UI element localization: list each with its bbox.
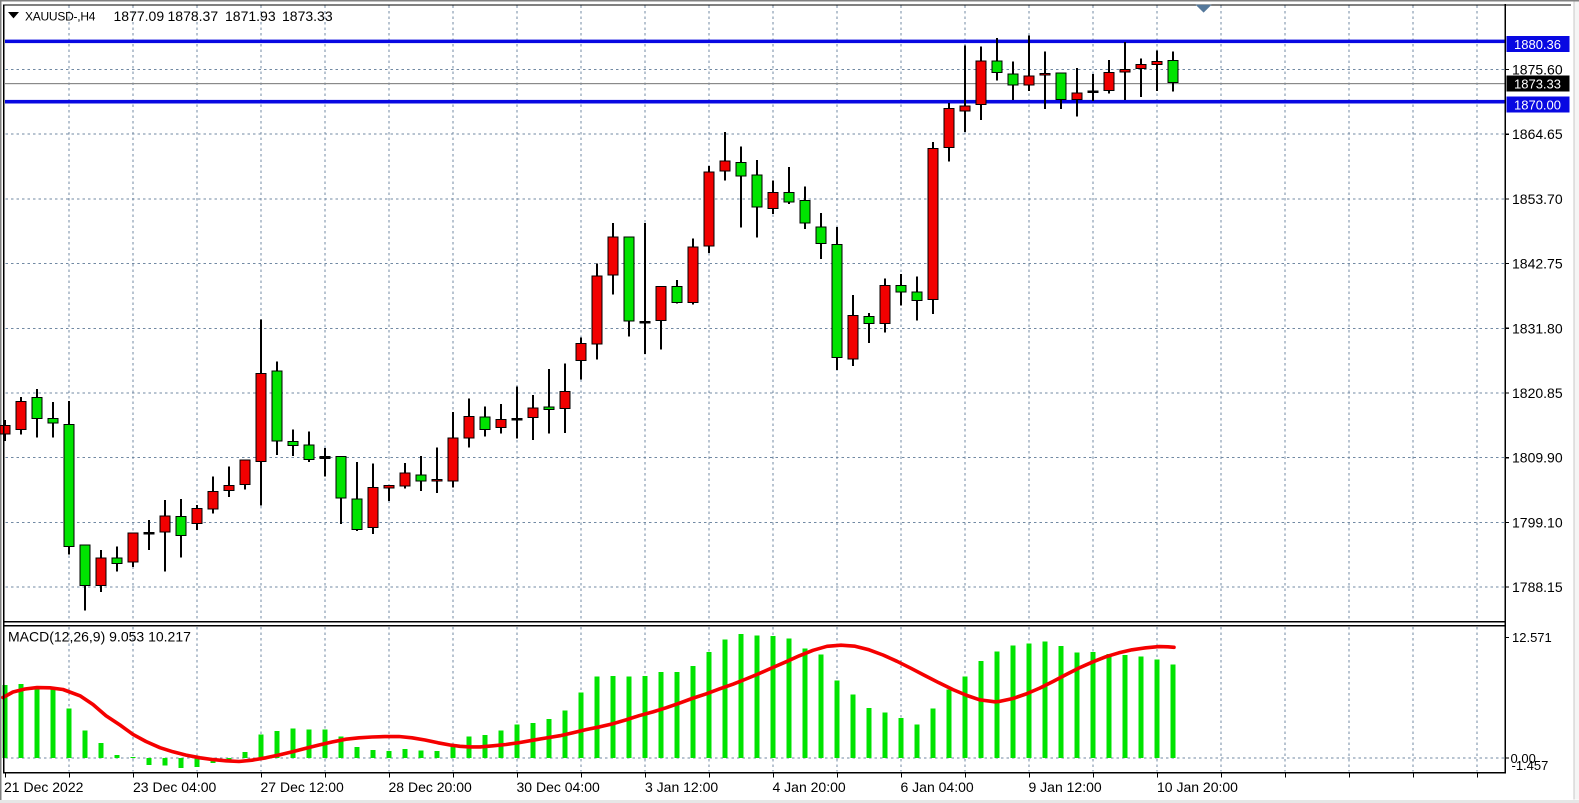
svg-text:27 Dec 12:00: 27 Dec 12:00	[261, 779, 344, 795]
svg-text:1871.93: 1871.93	[225, 8, 276, 24]
svg-text:MACD(12,26,9) 9.053 10.217: MACD(12,26,9) 9.053 10.217	[8, 629, 191, 645]
svg-text:1877.09: 1877.09	[114, 8, 165, 24]
svg-text:1870.00: 1870.00	[1514, 97, 1561, 112]
svg-text:-1.457: -1.457	[1512, 758, 1549, 773]
svg-text:1853.70: 1853.70	[1512, 191, 1563, 207]
svg-text:23 Dec 04:00: 23 Dec 04:00	[133, 779, 216, 795]
svg-text:1873.33: 1873.33	[282, 8, 333, 24]
svg-text:1873.33: 1873.33	[1514, 76, 1561, 91]
svg-text:1799.10: 1799.10	[1512, 514, 1563, 530]
svg-text:4 Jan 20:00: 4 Jan 20:00	[773, 779, 846, 795]
svg-text:1878.37: 1878.37	[168, 8, 219, 24]
svg-text:1788.15: 1788.15	[1512, 579, 1563, 595]
svg-text:0.00: 0.00	[1511, 751, 1536, 766]
svg-text:1809.90: 1809.90	[1512, 450, 1563, 466]
svg-text:28 Dec 20:00: 28 Dec 20:00	[389, 779, 472, 795]
svg-text:1820.85: 1820.85	[1512, 385, 1563, 401]
svg-text:1831.80: 1831.80	[1512, 320, 1563, 336]
svg-text:XAUUSD-,H4: XAUUSD-,H4	[25, 10, 96, 24]
svg-text:9 Jan 12:00: 9 Jan 12:00	[1029, 779, 1102, 795]
svg-text:3 Jan 12:00: 3 Jan 12:00	[645, 779, 718, 795]
svg-text:1880.36: 1880.36	[1514, 37, 1561, 52]
svg-text:12.571: 12.571	[1512, 630, 1552, 645]
svg-text:1875.60: 1875.60	[1512, 62, 1563, 78]
svg-text:1842.75: 1842.75	[1512, 256, 1563, 272]
svg-text:1864.65: 1864.65	[1512, 126, 1563, 142]
svg-text:10 Jan 20:00: 10 Jan 20:00	[1157, 779, 1238, 795]
svg-text:21 Dec 2022: 21 Dec 2022	[4, 779, 84, 795]
svg-text:30 Dec 04:00: 30 Dec 04:00	[517, 779, 600, 795]
svg-text:6 Jan 04:00: 6 Jan 04:00	[901, 779, 974, 795]
